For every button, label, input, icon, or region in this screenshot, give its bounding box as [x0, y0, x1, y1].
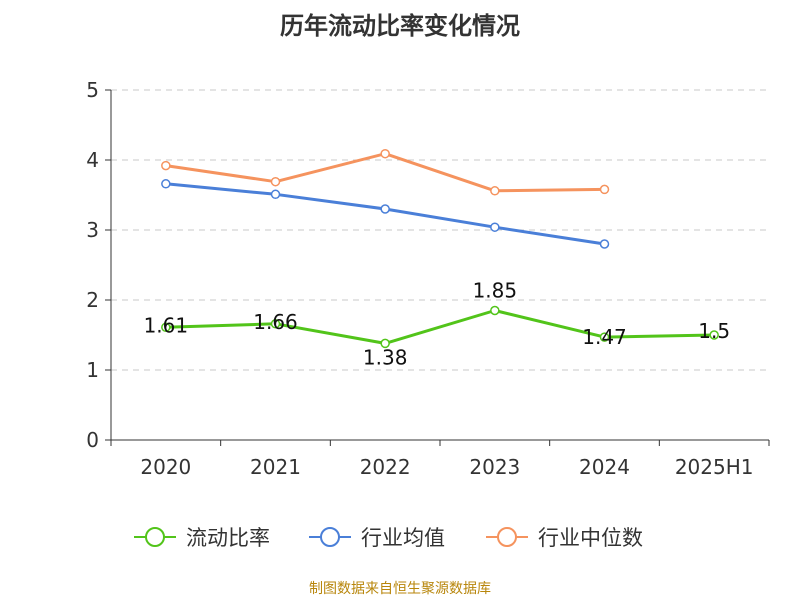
source-note: 制图数据来自恒生聚源数据库 — [309, 581, 491, 597]
legend-item[interactable]: 流动比率 — [134, 526, 270, 550]
data-point — [599, 332, 610, 342]
y-tick-label: 4 — [86, 148, 99, 172]
series-line-1 — [165, 182, 605, 246]
data-label: 1.47 — [582, 325, 627, 349]
legend-label: 流动比率 — [186, 526, 270, 550]
data-point — [490, 305, 500, 316]
legend-label: 行业中位数 — [538, 526, 643, 550]
axes: 0 1 2 3 4 5 2020 2021 2022 2023 2024 2025H1 — [86, 78, 770, 479]
data-label: 1.85 — [473, 279, 518, 303]
data-point — [599, 184, 610, 195]
y-tick-label: 1 — [86, 358, 99, 382]
data-point — [490, 186, 500, 196]
data-point — [161, 322, 171, 333]
data-label: 1.38 — [363, 345, 408, 369]
y-tick-label: 3 — [86, 218, 99, 242]
data-point — [709, 330, 719, 340]
series-layer — [161, 148, 719, 349]
legend-marker — [497, 527, 517, 547]
data-label: 1.5 — [698, 319, 730, 343]
data-label: 1.61 — [144, 313, 189, 337]
y-tick-label: 2 — [86, 288, 99, 312]
data-point — [380, 148, 390, 159]
data-point — [490, 222, 500, 232]
series-line-2 — [165, 152, 605, 193]
x-tick-label: 2022 — [360, 455, 411, 479]
data-point — [380, 204, 390, 214]
data-point — [599, 239, 610, 249]
series-line-0 — [165, 309, 715, 345]
data-point — [270, 319, 281, 329]
legend-item[interactable]: 行业中位数 — [486, 526, 643, 550]
y-tick-label: 5 — [86, 78, 99, 102]
x-tick-label: 2024 — [579, 455, 630, 479]
legend-item[interactable]: 行业均值 — [309, 526, 445, 550]
y-tick-label: 0 — [86, 428, 99, 452]
x-tick-label: 2020 — [140, 455, 191, 479]
chart-title: 历年流动比率变化情况 — [280, 12, 520, 40]
legend-label: 行业均值 — [361, 526, 445, 550]
data-point — [380, 338, 390, 349]
legend-marker — [145, 527, 165, 547]
data-point — [270, 176, 281, 187]
legend[interactable]: 流动比率 行业均值 行业中位数 — [134, 526, 643, 550]
data-point — [161, 160, 171, 171]
x-tick-label: 2023 — [469, 455, 520, 479]
x-tick-label: 2021 — [250, 455, 301, 479]
data-labels: 1.61 1.66 1.38 1.85 1.47 1.5 — [144, 279, 731, 370]
data-point — [161, 179, 171, 189]
legend-marker — [320, 527, 340, 547]
data-point — [270, 189, 281, 200]
x-tick-label: 2025H1 — [675, 455, 754, 479]
data-label: 1.66 — [253, 310, 298, 334]
